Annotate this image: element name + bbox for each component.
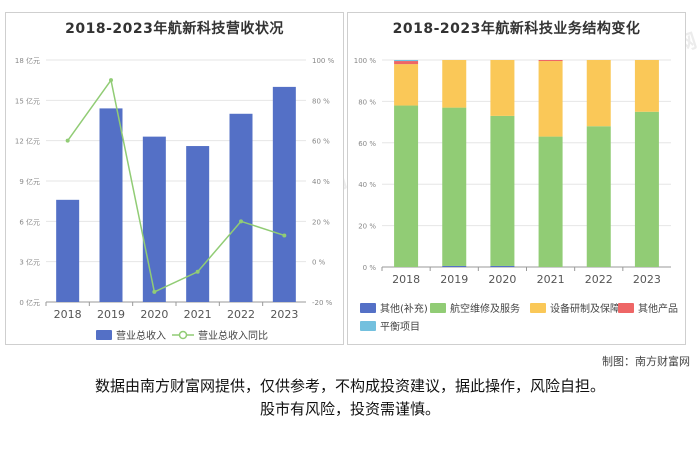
business-structure-chart: 0 % 20 % 40 % 60 % 80 % 100 % 2018 2019 2020 2021…: [354, 57, 678, 333]
stacked-bar-segment: [442, 265, 467, 267]
bar: [56, 199, 80, 302]
line-point: [65, 138, 70, 143]
x-tick-label: 2020: [488, 273, 516, 286]
y-tick-label: 0 %: [363, 264, 377, 272]
y2-tick-label: -20 %: [312, 299, 333, 307]
line-point: [152, 289, 157, 294]
yoy-line: [67, 78, 285, 293]
line-point: [195, 269, 200, 274]
stacked-bar-segment: [586, 126, 611, 268]
y2-tick-label: 20 %: [312, 218, 330, 226]
stacked-bar-segment: [394, 61, 419, 65]
y-tick-label: 12 亿元: [15, 137, 40, 146]
legend-label: 营业总收入: [116, 329, 166, 342]
y-tick-label: 3 亿元: [19, 258, 40, 267]
stacked-bar-segment: [394, 105, 419, 267]
x-tick-label: 2018: [392, 273, 420, 286]
legend-label: 其他产品: [638, 302, 678, 315]
legend-swatch-point: [178, 330, 188, 340]
bar: [229, 113, 253, 303]
stacked-bar-segment: [538, 136, 563, 267]
x-tick-label: 2023: [270, 308, 298, 321]
stacked-bar-segment: [394, 60, 419, 62]
line-point: [282, 233, 287, 238]
legend-swatch: [618, 303, 634, 313]
x-tick-label: 2018: [54, 308, 82, 321]
y-tick-label: 15 亿元: [15, 96, 40, 105]
y-tick-label: 20 %: [358, 223, 376, 231]
y2-tick-label: 0 %: [312, 259, 326, 267]
legend-swatch: [360, 321, 376, 331]
y2-tick-label: 40 %: [312, 178, 330, 186]
y-tick-label: 9 亿元: [19, 177, 40, 186]
chart-credit: 制图：南方财富网: [602, 355, 690, 368]
legend-label: 航空维修及服务: [450, 302, 520, 315]
legend-swatch: [360, 303, 376, 313]
legend-label: 平衡项目: [380, 321, 420, 333]
chart-title: 2018-2023年航新科技营收状况: [65, 21, 284, 37]
line-point: [239, 219, 243, 224]
y-tick-label: 40 %: [358, 181, 376, 189]
bar: [272, 86, 296, 302]
stacked-bar-segment: [634, 60, 659, 112]
legend-swatch-bar: [96, 330, 112, 340]
stacked-bar-segment: [538, 61, 563, 137]
stacked-bar-segment: [442, 107, 467, 266]
y-tick-label: 6 亿元: [19, 217, 40, 226]
business-structure-chart-panel: 2018-2023年航新科技业务结构变化 0 % 20 % 40 % 60 % 80 %…: [347, 12, 686, 345]
legend-swatch: [430, 303, 446, 313]
legend-label: 营业总收入同比: [198, 329, 268, 342]
stacked-bar-segment: [490, 60, 515, 116]
disclaimer-line-1: 数据由南方财富网提供，仅供参考，不构成投资建议，据此操作，风险自担。: [94, 377, 605, 395]
line-point: [109, 78, 113, 83]
bar: [142, 136, 166, 302]
legend-swatch: [530, 303, 546, 313]
chart-title: 2018-2023年航新科技业务结构变化: [392, 21, 641, 37]
stacked-bar-segment: [442, 60, 467, 108]
x-tick-label: 2022: [227, 308, 255, 321]
stacked-bar-segment: [586, 60, 611, 127]
x-tick-label: 2020: [140, 308, 168, 321]
stacked-bar-segment: [634, 111, 659, 267]
x-tick-label: 2022: [585, 273, 613, 286]
y-tick-label: 100 %: [354, 57, 377, 65]
y-tick-label: 18 亿元: [15, 56, 40, 65]
y2-tick-label: 80 %: [312, 97, 330, 105]
stacked-bar-segment: [490, 115, 515, 266]
x-tick-label: 2021: [184, 308, 212, 321]
revenue-chart-panel: 2018-2023年航新科技营收状况 0 亿元 3 亿元 6 亿元 9 亿元 12 亿元…: [5, 12, 344, 345]
legend-label: 其他(补充): [380, 302, 428, 315]
y-tick-label: 80 %: [358, 98, 376, 106]
bar: [99, 108, 123, 303]
revenue-chart: 0 亿元 3 亿元 6 亿元 9 亿元 12 亿元 15 亿元 18 亿元 -20 % 0 % 2…: [15, 56, 335, 342]
y2-tick-label: 100 %: [312, 57, 335, 65]
y-tick-label: 0 亿元: [19, 298, 40, 307]
bar: [186, 146, 210, 302]
stacked-bar-segment: [490, 265, 515, 267]
legend-label: 设备研制及保障: [550, 302, 620, 315]
disclaimer-line-2: 股市有风险，投资需谨慎。: [259, 400, 440, 418]
x-tick-label: 2021: [537, 273, 565, 286]
x-tick-label: 2019: [97, 308, 125, 321]
x-tick-label: 2019: [440, 273, 468, 286]
y2-tick-label: 60 %: [312, 138, 330, 146]
y-tick-label: 60 %: [358, 140, 376, 148]
stacked-bar-segment: [538, 60, 563, 62]
x-tick-label: 2023: [633, 273, 661, 286]
stacked-bar-segment: [394, 64, 419, 106]
